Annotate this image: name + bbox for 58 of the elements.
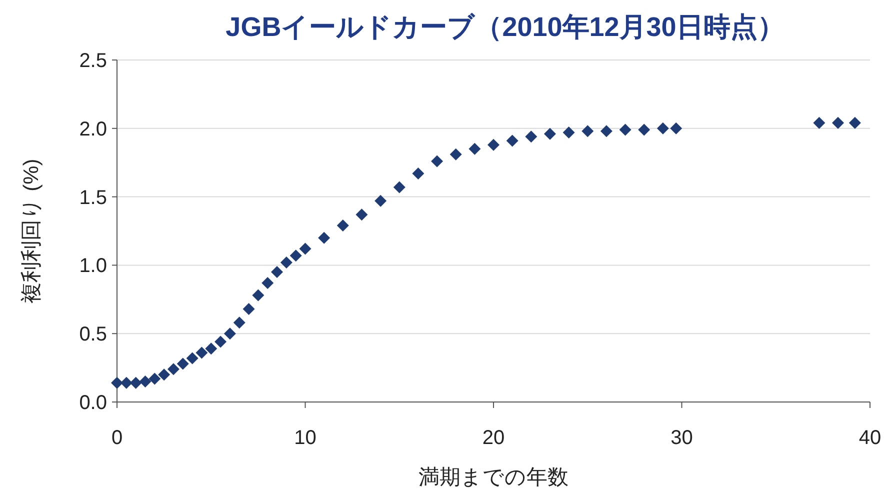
point [393,181,406,194]
point [233,316,246,329]
point [130,376,142,389]
point [111,376,123,389]
y-tick-label: 2.0 [79,118,107,140]
point [158,368,170,381]
point [120,376,132,389]
x-tick-label: 40 [858,427,882,449]
point [600,125,612,138]
point [562,126,575,139]
point [544,128,556,140]
point [167,363,180,376]
point [848,116,861,129]
x-tick-label: 30 [670,427,693,449]
point [832,116,844,129]
y-tick-label: 2.5 [79,50,107,72]
point [412,168,424,180]
point [252,289,264,302]
point [431,155,444,168]
point [262,276,274,289]
x-tick-label: 20 [482,427,505,449]
y-axis-title: 複利利回り (%) [20,158,43,304]
x-tick-label: 10 [294,427,316,449]
point [214,336,227,348]
point [318,232,330,244]
y-tick-label: 0.0 [79,392,107,414]
point [139,375,152,388]
y-tick-label: 1.0 [79,255,107,278]
point [280,256,292,268]
chart-title: JGBイールドカーブ（2010年12月30日時点） [226,12,784,42]
point [374,194,387,207]
point [290,250,302,262]
point [506,134,518,147]
point [488,138,500,151]
point [582,125,594,138]
point [619,124,632,136]
point [336,220,349,232]
point [176,358,189,370]
point [242,302,255,315]
point [670,122,682,134]
point [224,328,236,340]
point [356,208,368,221]
point [186,352,198,364]
x-tick-label: 0 [111,427,123,449]
point [656,122,669,134]
point [638,124,650,136]
point [148,372,161,385]
point [196,346,208,359]
y-tick-label: 1.5 [79,186,107,209]
point [450,148,462,160]
point [468,142,481,155]
point [271,266,284,278]
x-axis-title: 満期までの年数 [418,466,568,489]
point [525,130,538,143]
y-tick-label: 0.5 [79,324,107,346]
point [205,342,218,355]
point [813,116,826,129]
point [299,242,312,255]
